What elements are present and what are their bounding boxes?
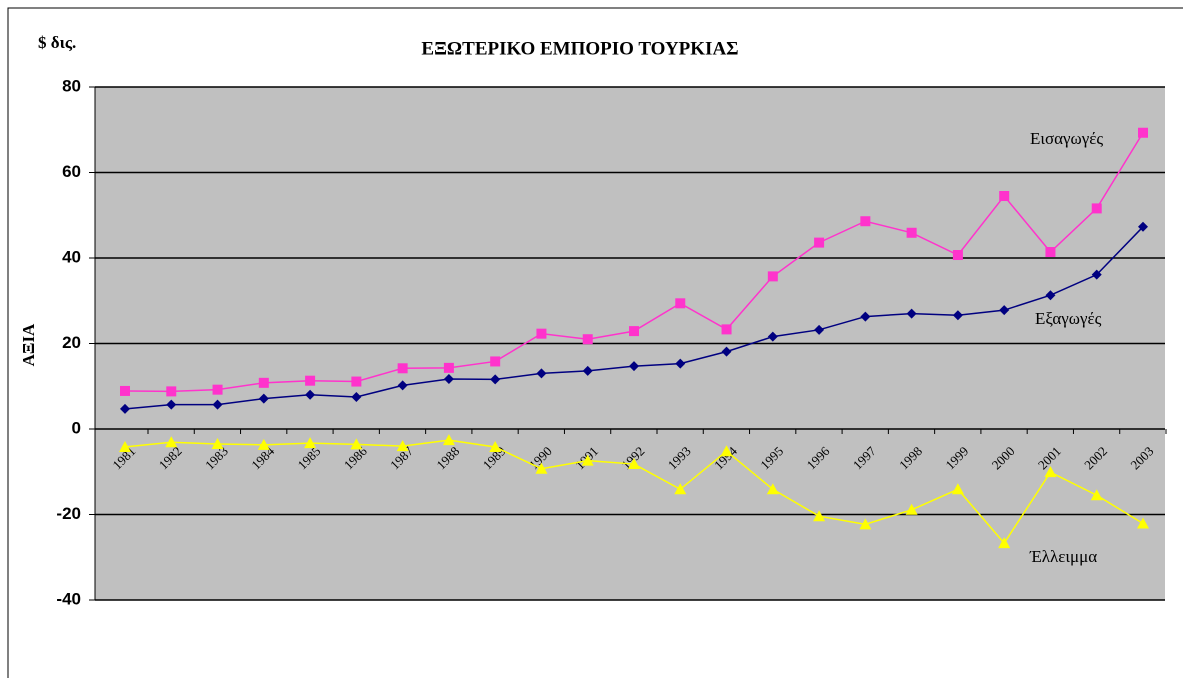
- marker: [629, 326, 639, 337]
- y-tick-label: 80: [62, 76, 81, 95]
- marker: [814, 237, 825, 248]
- marker: [350, 438, 363, 450]
- marker: [999, 191, 1010, 202]
- marker: [397, 363, 408, 374]
- marker: [1091, 203, 1102, 214]
- y-tick-label: 60: [62, 162, 81, 181]
- marker: [1138, 221, 1148, 232]
- marker: [675, 298, 686, 309]
- series-label: Εισαγωγές: [1030, 129, 1103, 148]
- marker: [212, 399, 223, 410]
- y-tick-label: 40: [62, 247, 81, 266]
- marker: [305, 389, 316, 400]
- marker: [536, 368, 547, 379]
- marker: [1045, 290, 1056, 301]
- marker: [351, 376, 362, 387]
- marker: [396, 440, 409, 452]
- marker: [998, 537, 1011, 549]
- marker: [1045, 247, 1056, 258]
- y-axis-label: ΑΞΙΑ: [19, 323, 38, 366]
- marker: [582, 334, 593, 345]
- marker: [859, 518, 872, 530]
- marker: [120, 403, 130, 414]
- marker: [442, 434, 455, 446]
- marker: [535, 462, 548, 474]
- marker: [490, 374, 501, 385]
- marker: [1138, 127, 1148, 138]
- marker: [489, 440, 502, 452]
- marker: [1091, 269, 1102, 280]
- y-tick-label: 0: [72, 418, 81, 437]
- marker: [952, 250, 963, 261]
- marker: [120, 385, 130, 396]
- marker: [351, 391, 362, 402]
- marker: [166, 399, 177, 410]
- marker: [582, 365, 593, 376]
- marker: [258, 393, 269, 404]
- marker: [304, 437, 317, 449]
- marker: [581, 454, 594, 466]
- y-tick-label: -40: [56, 589, 81, 608]
- marker: [721, 324, 732, 335]
- series-label: Έλλειμμα: [1029, 547, 1097, 566]
- marker: [906, 308, 917, 319]
- marker: [999, 305, 1010, 316]
- marker: [536, 328, 547, 339]
- marker: [721, 346, 732, 357]
- marker: [165, 436, 178, 448]
- y-unit: $ δις.: [38, 33, 76, 52]
- y-tick-label: 20: [62, 333, 81, 352]
- marker: [675, 358, 686, 369]
- marker: [211, 437, 224, 449]
- series-label: Εξαγωγές: [1035, 309, 1102, 328]
- marker: [258, 377, 269, 388]
- marker: [397, 380, 408, 391]
- chart-title: ΕΞΩΤΕΡΙΚΟ ΕΜΠΟΡΙΟ ΤΟΥΡΚΙΑΣ: [421, 38, 738, 59]
- marker: [166, 386, 177, 397]
- marker: [1044, 466, 1057, 478]
- marker: [814, 324, 825, 335]
- marker: [443, 373, 454, 384]
- marker: [305, 375, 316, 386]
- marker: [767, 271, 778, 282]
- marker: [257, 438, 270, 450]
- marker: [951, 483, 964, 495]
- y-tick-label: -20: [56, 504, 81, 523]
- marker: [767, 331, 778, 342]
- marker: [906, 227, 917, 238]
- marker: [212, 384, 223, 395]
- marker: [443, 362, 454, 373]
- marker: [1090, 489, 1103, 501]
- marker: [766, 483, 779, 495]
- marker: [720, 445, 733, 457]
- marker: [119, 440, 131, 452]
- marker: [905, 503, 918, 515]
- marker: [813, 510, 826, 522]
- marker: [490, 356, 501, 367]
- marker: [629, 361, 639, 372]
- marker: [1137, 517, 1149, 529]
- marker: [952, 310, 963, 321]
- marker: [860, 311, 871, 322]
- marker: [860, 216, 871, 227]
- marker: [674, 483, 687, 495]
- marker: [628, 458, 640, 470]
